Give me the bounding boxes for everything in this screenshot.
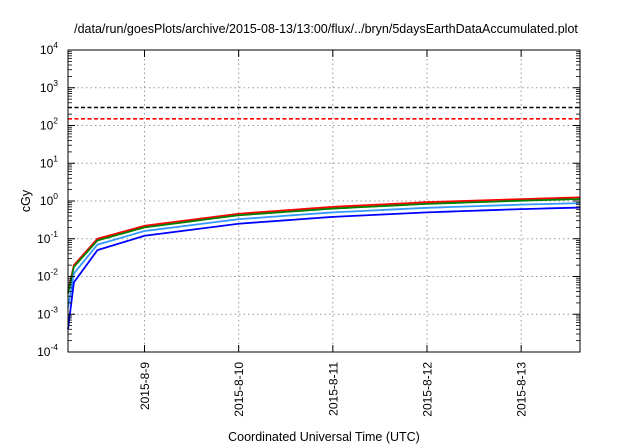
y-tick-label: 103 <box>40 78 58 95</box>
grid <box>68 50 580 352</box>
series-line-3 <box>67 206 581 330</box>
y-axis-label: cGy <box>19 189 33 212</box>
y-tick-labels: 10-4 10-3 10-2 10-1 100 101 102 103 104 <box>37 40 58 359</box>
x-tick-label: 2015-8-10 <box>232 362 246 417</box>
x-tick-label: 2015-8-12 <box>420 362 434 417</box>
y-tick-label: 10-2 <box>37 267 58 284</box>
series-line-2 <box>67 202 581 308</box>
y-tick-label: 10-1 <box>37 229 58 246</box>
x-tick-labels: 2015-8-9 2015-8-10 2015-8-11 2015-8-12 2015-… <box>138 362 529 417</box>
axis-ticks <box>68 49 580 353</box>
y-tick-label: 104 <box>40 40 58 57</box>
x-tick-label: 2015-8-9 <box>138 362 152 410</box>
y-tick-label: 101 <box>40 153 58 170</box>
series-line-1 <box>67 198 581 294</box>
series-group <box>67 196 581 330</box>
y-tick-label: 10-4 <box>37 342 58 359</box>
x-axis-label: Coordinated Universal Time (UTC) <box>228 430 420 444</box>
reference-lines <box>68 106 580 120</box>
x-tick-label: 2015-8-13 <box>515 362 529 417</box>
y-tick-label: 102 <box>40 116 58 133</box>
y-tick-label: 100 <box>40 191 58 208</box>
x-tick-label: 2015-8-11 <box>326 362 340 416</box>
series-line-0 <box>67 196 581 292</box>
y-tick-label: 10-3 <box>37 304 58 321</box>
chart-title: /data/run/goesPlots/archive/2015-08-13/1… <box>74 22 578 36</box>
